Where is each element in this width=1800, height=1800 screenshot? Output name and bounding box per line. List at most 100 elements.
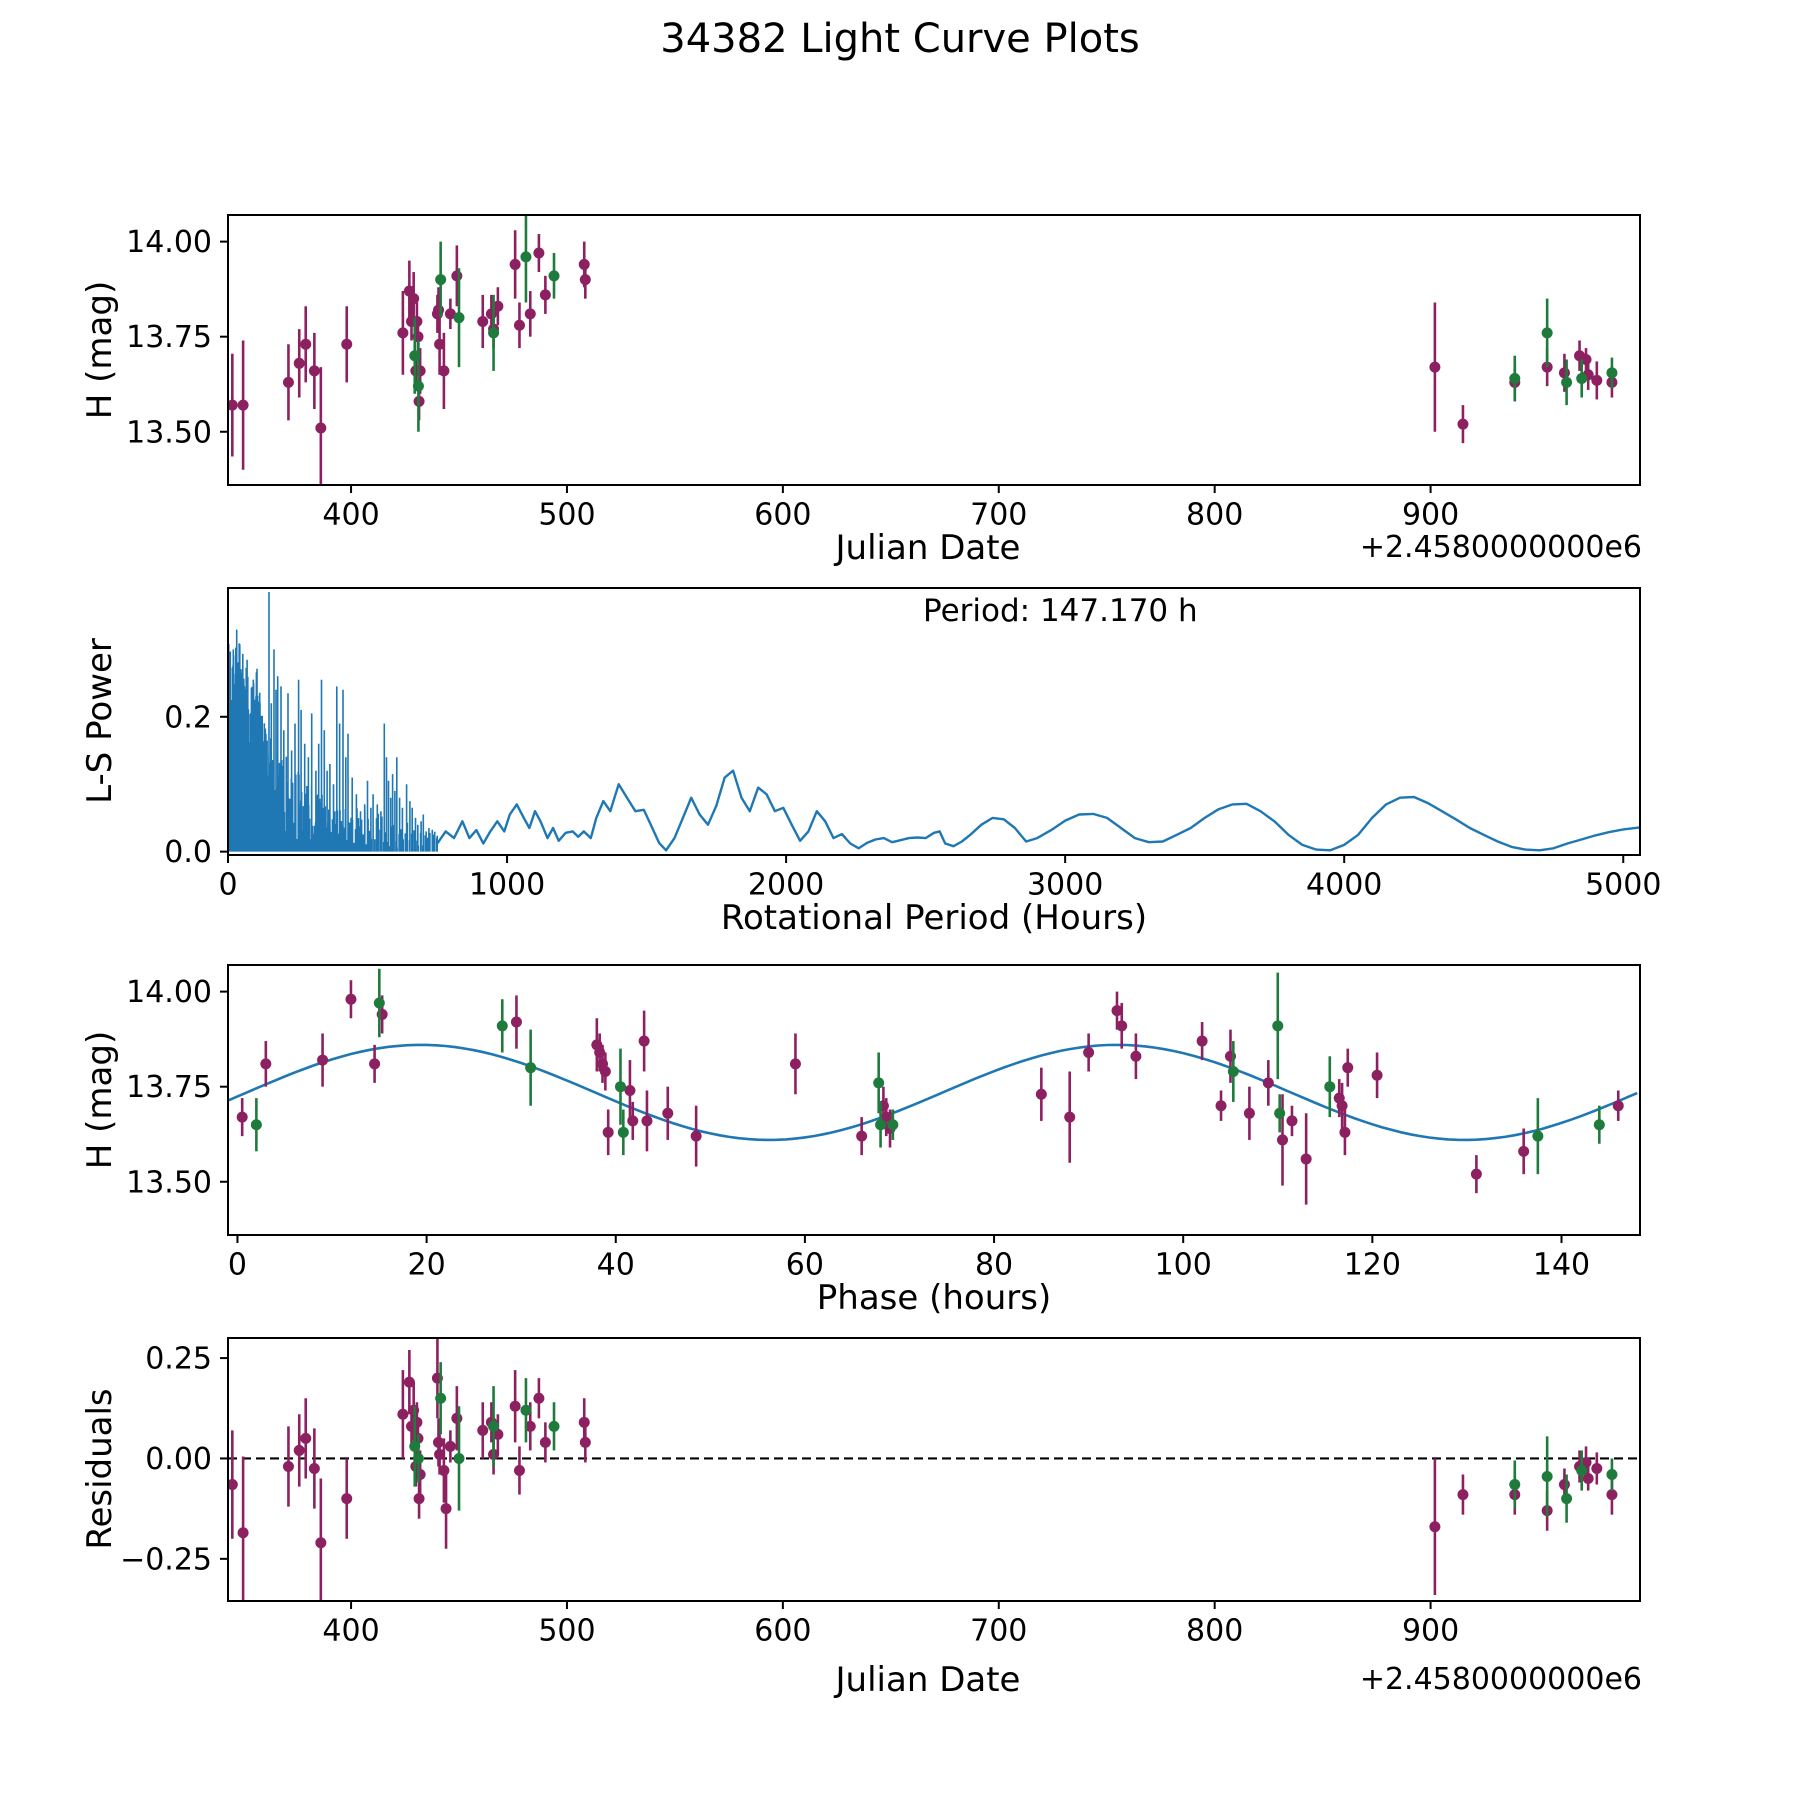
- data-point: [345, 993, 357, 1005]
- y-tick-label: 13.50: [126, 1165, 212, 1200]
- data-point: [1083, 1046, 1095, 1058]
- data-point: [492, 1428, 504, 1440]
- data-point: [1215, 1100, 1227, 1112]
- x-tick-label: 900: [1402, 1614, 1459, 1649]
- x-axis-label-julian-date-bottom: Julian Date: [835, 1660, 1021, 1700]
- data-point: [520, 1404, 532, 1416]
- data-point: [1580, 1456, 1592, 1468]
- data-point: [1509, 373, 1521, 385]
- data-point: [451, 1412, 463, 1424]
- data-point: [414, 1469, 426, 1481]
- data-point: [1243, 1107, 1255, 1119]
- data-point: [638, 1035, 650, 1047]
- data-point: [1606, 1489, 1618, 1501]
- data-point: [1336, 1100, 1348, 1112]
- data-point: [228, 399, 238, 411]
- data-point: [435, 274, 447, 286]
- data-point: [434, 1448, 446, 1460]
- data-point: [397, 1408, 409, 1420]
- series-dataset-a: [228, 1338, 1618, 1601]
- data-point: [228, 1479, 238, 1491]
- data-point: [1429, 1521, 1441, 1533]
- x-tick-label: 60: [786, 1248, 824, 1283]
- data-point: [887, 1119, 899, 1131]
- data-point: [308, 365, 320, 377]
- data-point: [1339, 1126, 1351, 1138]
- data-point: [315, 1537, 327, 1549]
- data-point: [1116, 1020, 1128, 1032]
- data-point: [282, 1460, 294, 1472]
- data-point: [411, 315, 423, 327]
- data-point: [453, 312, 465, 324]
- y-tick-label: 0.2: [164, 700, 212, 735]
- data-point: [440, 1503, 452, 1515]
- y-tick-label: 0.25: [145, 1342, 212, 1377]
- x-tick-label: 500: [538, 1614, 595, 1649]
- data-point: [1558, 367, 1570, 379]
- axes-frame: [227, 1337, 1641, 1602]
- x-tick-label: 3000: [1027, 868, 1103, 903]
- data-point: [789, 1058, 801, 1070]
- x-tick-label: 400: [322, 498, 379, 533]
- data-point: [533, 1392, 545, 1404]
- data-point: [293, 1444, 305, 1456]
- figure-title: 34382 Light Curve Plots: [660, 16, 1140, 62]
- data-point: [260, 1058, 272, 1070]
- x-axis-offset-top: +2.4580000000e6: [1359, 530, 1642, 565]
- x-tick-label: 4000: [1306, 868, 1382, 903]
- data-point: [435, 1392, 447, 1404]
- data-point: [533, 247, 545, 259]
- data-point: [413, 1493, 425, 1505]
- data-point: [510, 1016, 522, 1028]
- data-point: [1561, 376, 1573, 388]
- data-point: [409, 1440, 421, 1452]
- x-tick-label: 140: [1533, 1248, 1590, 1283]
- data-point: [282, 376, 294, 388]
- data-point: [488, 327, 500, 339]
- data-point: [1576, 373, 1588, 385]
- data-point: [594, 1046, 606, 1058]
- data-point: [434, 338, 446, 350]
- data-point: [237, 399, 249, 411]
- data-point: [411, 1416, 423, 1428]
- data-point: [1457, 1489, 1469, 1501]
- data-point: [438, 365, 450, 377]
- x-tick-label: 700: [970, 498, 1027, 533]
- data-point: [237, 1527, 249, 1539]
- data-point: [599, 1065, 611, 1077]
- data-point: [453, 1452, 465, 1464]
- x-tick-label: 400: [322, 1614, 379, 1649]
- y-tick-label: 14.00: [126, 975, 212, 1010]
- data-point: [1035, 1088, 1047, 1100]
- data-point: [578, 258, 590, 270]
- x-tick-label: 0: [218, 868, 237, 903]
- data-point: [250, 1119, 262, 1131]
- data-point: [1196, 1035, 1208, 1047]
- y-tick-label: 0.0: [164, 835, 212, 870]
- data-point: [477, 1424, 489, 1436]
- data-point: [408, 293, 420, 305]
- data-point: [1457, 418, 1469, 430]
- data-point: [308, 1462, 320, 1474]
- data-point: [578, 1416, 590, 1428]
- data-point: [438, 1465, 450, 1477]
- data-point: [341, 338, 353, 350]
- y-tick-label: −0.25: [120, 1542, 212, 1577]
- series-dataset-b: [250, 968, 1605, 1175]
- x-tick-label: 100: [1155, 1248, 1212, 1283]
- sine-fit-curve: [228, 1043, 1638, 1142]
- data-point: [525, 1062, 537, 1074]
- x-tick-label: 20: [408, 1248, 446, 1283]
- data-point: [488, 1420, 500, 1432]
- data-point: [409, 350, 421, 362]
- data-point: [293, 357, 305, 369]
- data-point: [1532, 1130, 1544, 1142]
- series-dataset-a: [236, 980, 1624, 1205]
- x-tick-label: 80: [975, 1248, 1013, 1283]
- data-point: [624, 1084, 636, 1096]
- data-point: [1561, 1493, 1573, 1505]
- data-point: [1111, 1005, 1123, 1017]
- y-axis-label-mag-phase: H (mag): [80, 1030, 120, 1170]
- plot-periodogram: 0 1000 2000 3000 4000 5000 0.0 0.2: [164, 587, 1661, 903]
